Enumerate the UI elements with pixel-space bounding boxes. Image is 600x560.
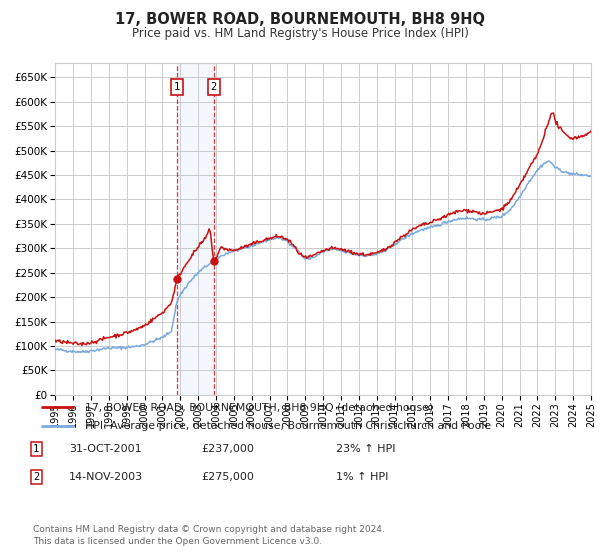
Text: £237,000: £237,000 [201,444,254,454]
Text: 2: 2 [33,472,39,482]
Text: 1: 1 [174,82,181,92]
Text: 17, BOWER ROAD, BOURNEMOUTH, BH8 9HQ (detached house): 17, BOWER ROAD, BOURNEMOUTH, BH8 9HQ (de… [85,403,433,412]
Text: 1: 1 [33,444,39,454]
Text: 2: 2 [211,82,217,92]
Bar [177,63,214,395]
Text: 31-OCT-2001: 31-OCT-2001 [69,444,142,454]
Text: 17, BOWER ROAD, BOURNEMOUTH, BH8 9HQ: 17, BOWER ROAD, BOURNEMOUTH, BH8 9HQ [115,12,485,27]
Text: 14-NOV-2003: 14-NOV-2003 [69,472,143,482]
Text: HPI: Average price, detached house, Bournemouth Christchurch and Poole: HPI: Average price, detached house, Bour… [85,421,491,431]
Text: 1% ↑ HPI: 1% ↑ HPI [336,472,388,482]
Text: Price paid vs. HM Land Registry's House Price Index (HPI): Price paid vs. HM Land Registry's House … [131,27,469,40]
Text: 23% ↑ HPI: 23% ↑ HPI [336,444,395,454]
Text: £275,000: £275,000 [201,472,254,482]
Text: Contains HM Land Registry data © Crown copyright and database right 2024.
This d: Contains HM Land Registry data © Crown c… [33,525,385,546]
